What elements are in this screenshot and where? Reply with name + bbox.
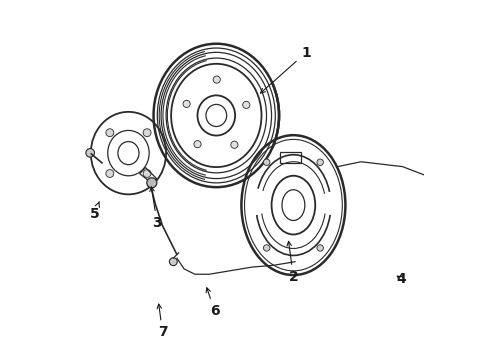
Circle shape [472, 200, 481, 209]
Circle shape [143, 170, 151, 177]
Circle shape [106, 170, 114, 177]
Circle shape [143, 129, 151, 137]
Circle shape [317, 245, 323, 251]
Text: 6: 6 [206, 288, 220, 318]
Circle shape [194, 140, 201, 148]
Circle shape [264, 159, 270, 166]
Text: 2: 2 [287, 241, 298, 284]
Circle shape [147, 178, 157, 188]
Circle shape [231, 141, 238, 148]
Circle shape [213, 76, 220, 83]
Circle shape [170, 258, 177, 266]
Circle shape [106, 129, 114, 137]
Text: 3: 3 [150, 187, 162, 230]
Circle shape [317, 159, 323, 166]
Circle shape [86, 149, 95, 157]
Circle shape [264, 245, 270, 251]
Text: 5: 5 [90, 202, 99, 221]
Text: 4: 4 [396, 271, 406, 285]
Text: 7: 7 [157, 304, 167, 339]
Text: 1: 1 [261, 46, 311, 93]
Circle shape [243, 101, 250, 108]
Circle shape [183, 100, 190, 108]
